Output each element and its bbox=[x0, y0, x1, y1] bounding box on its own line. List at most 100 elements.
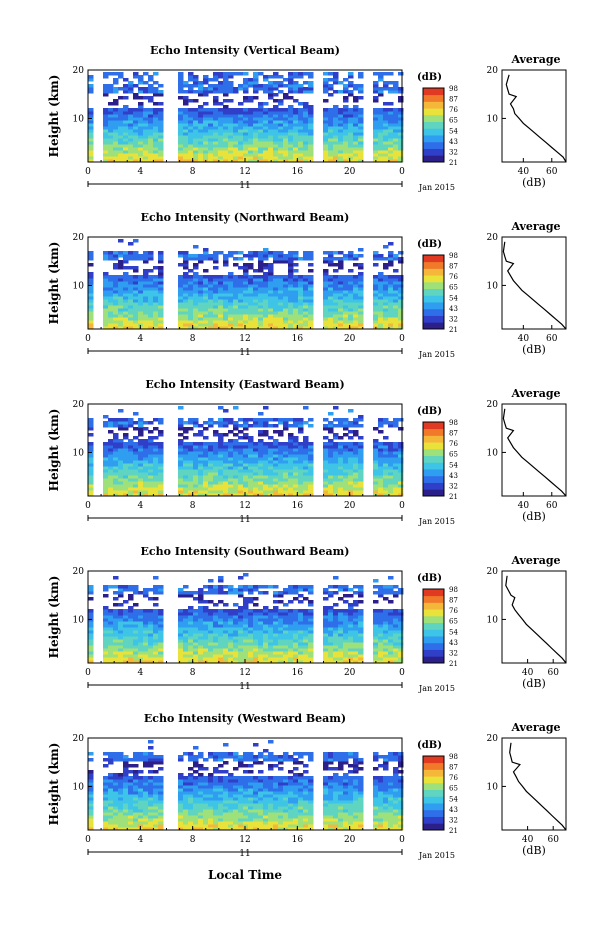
heatmap-cell bbox=[238, 278, 244, 282]
heatmap-cell bbox=[388, 493, 394, 497]
heatmap-cell bbox=[278, 132, 284, 136]
heatmap-cell bbox=[358, 651, 364, 655]
heatmap-cell bbox=[238, 156, 244, 160]
heatmap-cell bbox=[283, 612, 289, 616]
heatmap-cell bbox=[158, 454, 164, 458]
heatmap-cell bbox=[193, 454, 199, 458]
heatmap-cell bbox=[298, 612, 304, 616]
heatmap-cell bbox=[108, 135, 114, 139]
heatmap-cell bbox=[113, 612, 119, 616]
heatmap-cell bbox=[248, 654, 254, 658]
heatmap-cell bbox=[118, 150, 124, 154]
heatmap-cell bbox=[283, 481, 289, 485]
heatmap-cell bbox=[343, 147, 349, 151]
heatmap-cell bbox=[358, 484, 364, 488]
heatmap-cell bbox=[273, 490, 279, 494]
heatmap-cell bbox=[398, 72, 404, 76]
heatmap bbox=[88, 72, 404, 163]
heatmap-cell bbox=[238, 159, 244, 163]
heatmap-cell bbox=[108, 612, 114, 616]
heatmap-cell bbox=[233, 621, 239, 625]
heatmap-cell bbox=[273, 466, 279, 470]
heatmap-cell bbox=[203, 144, 209, 148]
heatmap-cell bbox=[223, 448, 229, 452]
heatmap-cell bbox=[333, 314, 339, 318]
heatmap-cell bbox=[238, 296, 244, 300]
heatmap-cell bbox=[278, 144, 284, 148]
heatmap-cell bbox=[153, 442, 159, 446]
heatmap-cell bbox=[203, 466, 209, 470]
heatmap-cell bbox=[108, 293, 114, 297]
heatmap-cell bbox=[328, 478, 334, 482]
heatmap-cell bbox=[298, 287, 304, 291]
heatmap-cell bbox=[123, 144, 129, 148]
heatmap-cell bbox=[298, 120, 304, 124]
heatmap-cell bbox=[248, 490, 254, 494]
heatmap-cell bbox=[393, 466, 399, 470]
heatmap-cell bbox=[203, 111, 209, 115]
heatmap-cell bbox=[243, 90, 249, 94]
heatmap-cell bbox=[218, 636, 224, 640]
heatmap-cell bbox=[228, 654, 234, 658]
heatmap-cell bbox=[178, 627, 184, 631]
heatmap-cell bbox=[273, 260, 279, 264]
heatmap-cell bbox=[293, 263, 299, 267]
heatmap-cell bbox=[193, 141, 199, 145]
heatmap-cell bbox=[303, 314, 309, 318]
heatmap-cell bbox=[263, 87, 269, 91]
heatmap-cell bbox=[273, 302, 279, 306]
heatmap-cell bbox=[303, 621, 309, 625]
heatmap-cell bbox=[248, 153, 254, 157]
heatmap-cell bbox=[278, 251, 284, 255]
colorbar-swatch bbox=[423, 489, 444, 497]
heatmap-cell bbox=[118, 317, 124, 321]
heatmap-cell bbox=[218, 153, 224, 157]
heatmap-cell bbox=[323, 436, 329, 440]
heatmap-cell bbox=[388, 135, 394, 139]
heatmap-cell bbox=[123, 314, 129, 318]
heatmap-cell bbox=[198, 606, 204, 610]
heatmap-cell bbox=[288, 612, 294, 616]
heatmap-cell bbox=[398, 135, 404, 139]
heatmap-cell bbox=[388, 242, 394, 246]
heatmap-cell bbox=[278, 275, 284, 279]
heatmap-cell bbox=[338, 287, 344, 291]
heatmap-cell bbox=[373, 123, 379, 127]
heatmap-cell bbox=[218, 451, 224, 455]
heatmap-cell bbox=[273, 308, 279, 312]
heatmap-cell bbox=[228, 660, 234, 664]
heatmap-cell bbox=[253, 138, 259, 142]
heatmap-cell bbox=[208, 645, 214, 649]
heatmap-cell bbox=[148, 484, 154, 488]
heatmap-cell bbox=[308, 463, 314, 467]
heatmap-cell bbox=[308, 645, 314, 649]
heatmap-cell bbox=[143, 654, 149, 658]
heatmap-cell bbox=[373, 132, 379, 136]
heatmap-cell bbox=[203, 281, 209, 285]
heatmap-cell bbox=[308, 442, 314, 446]
average-title: Average bbox=[510, 53, 560, 66]
heatmap-cell bbox=[138, 126, 144, 130]
heatmap-cell bbox=[238, 457, 244, 461]
heatmap-cell bbox=[158, 460, 164, 464]
heatmap-cell bbox=[243, 436, 249, 440]
y-tick-label: 20 bbox=[73, 66, 85, 76]
heatmap-cell bbox=[103, 272, 109, 276]
heatmap-cell bbox=[218, 478, 224, 482]
heatmap-cell bbox=[258, 126, 264, 130]
heatmap-cell bbox=[308, 591, 314, 595]
heatmap-cell bbox=[263, 654, 269, 658]
heatmap-cell bbox=[348, 326, 354, 330]
heatmap-cell bbox=[288, 424, 294, 428]
heatmap-cell bbox=[158, 114, 164, 118]
heatmap-cell bbox=[283, 323, 289, 327]
heatmap-cell bbox=[123, 484, 129, 488]
heatmap-cell bbox=[263, 424, 269, 428]
heatmap-cell bbox=[388, 296, 394, 300]
heatmap-cell bbox=[303, 308, 309, 312]
heatmap-cell bbox=[118, 591, 124, 595]
heatmap-cell bbox=[323, 251, 329, 255]
heatmap-cell bbox=[218, 123, 224, 127]
heatmap-cell bbox=[118, 654, 124, 658]
heatmap-cell bbox=[333, 156, 339, 160]
